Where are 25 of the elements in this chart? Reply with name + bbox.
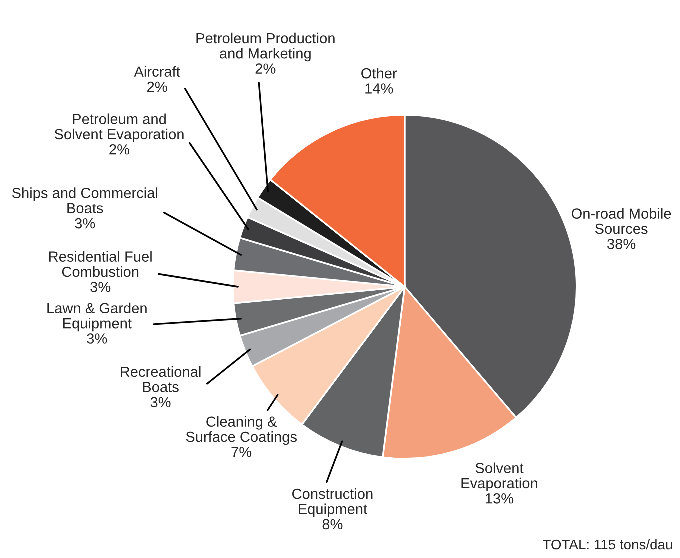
- slice-label: Solvent Evaporation: [462, 462, 538, 492]
- slice-label: Ships and Commercial Boats: [12, 188, 158, 214]
- slice-label: Residential Fuel Combustion: [49, 251, 152, 278]
- slice-label: Petroleum and Solvent Evaporation: [54, 114, 184, 142]
- data-label: 7%: [232, 447, 252, 458]
- slice-label: On-road Mobile Sources: [572, 208, 672, 234]
- text: TOTAL: 115 tons/dau: [543, 539, 672, 550]
- slice-label: Aircraft: [134, 66, 180, 77]
- slice-label: Lawn & Garden Equipment: [48, 302, 147, 332]
- data-label: 3%: [150, 397, 171, 408]
- slice-label: Cleaning & Surface Coatings: [186, 416, 297, 446]
- data-label: 2%: [110, 144, 130, 155]
- data-label: 2%: [148, 82, 168, 92]
- data-label: 2%: [256, 64, 276, 74]
- slice-label: Recreational Boats: [121, 366, 201, 392]
- data-label: 3%: [75, 218, 96, 229]
- data-label: 3%: [87, 334, 108, 344]
- data-label: 14%: [366, 84, 394, 94]
- data-label: 38%: [608, 239, 636, 250]
- slice-label: Petroleum Production and Marketing: [196, 32, 335, 62]
- data-label: 3%: [90, 282, 111, 292]
- data-label: 13%: [486, 493, 514, 504]
- data-label: 8%: [322, 519, 343, 530]
- slice-label: Construction Equipment: [292, 488, 373, 518]
- slice-label: Other: [362, 68, 398, 79]
